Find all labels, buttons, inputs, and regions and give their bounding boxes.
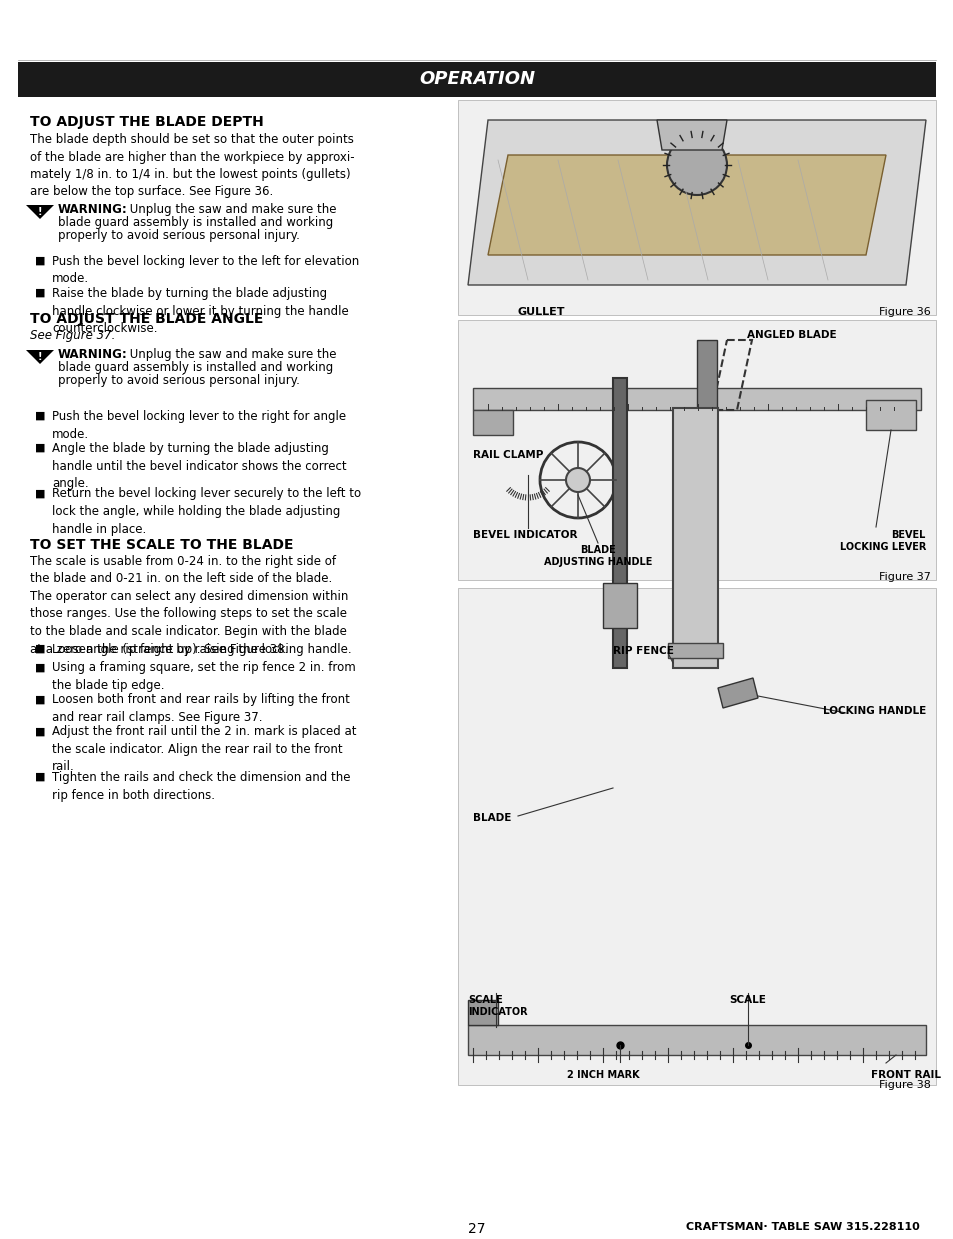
Text: The scale is usable from 0-24 in. to the right side of
the blade and 0-21 in. on: The scale is usable from 0-24 in. to the…	[30, 555, 348, 655]
Text: blade guard assembly is installed and working: blade guard assembly is installed and wo…	[58, 216, 333, 229]
Text: ■: ■	[35, 444, 46, 453]
Polygon shape	[657, 120, 726, 150]
Text: Figure 37: Figure 37	[879, 572, 930, 582]
Text: Loosen the rip fence by raising the locking handle.: Loosen the rip fence by raising the lock…	[52, 643, 352, 655]
Text: Unplug the saw and make sure the: Unplug the saw and make sure the	[126, 203, 336, 216]
Text: BEVEL
LOCKING LEVER: BEVEL LOCKING LEVER	[839, 530, 925, 553]
Text: FRONT RAIL: FRONT RAIL	[870, 1070, 940, 1080]
Text: See Figure 37.: See Figure 37.	[30, 330, 115, 342]
Bar	[672, 408, 718, 668]
Bar	[667, 643, 722, 658]
Text: ■: ■	[35, 488, 46, 498]
Text: BEVEL INDICATOR: BEVEL INDICATOR	[473, 530, 577, 540]
Bar	[473, 388, 920, 410]
Text: Push the bevel locking lever to the right for angle
mode.: Push the bevel locking lever to the righ…	[52, 410, 346, 441]
Text: Angle the blade by turning the blade adjusting
handle until the bevel indicator : Angle the blade by turning the blade adj…	[52, 442, 346, 489]
Bar	[457, 320, 935, 580]
Text: BLADE: BLADE	[473, 813, 511, 823]
Bar	[457, 589, 935, 1085]
Text: GULLET: GULLET	[517, 307, 565, 317]
Text: ■: ■	[35, 644, 46, 654]
Text: Using a framing square, set the rip fence 2 in. from
the blade tip edge.: Using a framing square, set the rip fenc…	[52, 662, 355, 693]
Text: Figure 36: Figure 36	[879, 307, 930, 317]
Text: TO ADJUST THE BLADE DEPTH: TO ADJUST THE BLADE DEPTH	[30, 115, 263, 129]
Bar	[602, 584, 637, 628]
Text: BLADE
ADJUSTING HANDLE: BLADE ADJUSTING HANDLE	[543, 545, 652, 567]
Text: ■: ■	[35, 772, 46, 782]
Text: TO ADJUST THE BLADE ANGLE: TO ADJUST THE BLADE ANGLE	[30, 312, 263, 326]
Text: Push the bevel locking lever to the left for elevation
mode.: Push the bevel locking lever to the left…	[52, 255, 359, 285]
Text: SCALE: SCALE	[729, 995, 765, 1005]
Polygon shape	[26, 349, 54, 364]
Text: properly to avoid serious personal injury.: properly to avoid serious personal injur…	[58, 374, 299, 387]
Text: Figure 38: Figure 38	[879, 1080, 930, 1090]
Text: Adjust the front rail until the 2 in. mark is placed at
the scale indicator. Ali: Adjust the front rail until the 2 in. ma…	[52, 726, 356, 773]
Bar	[688, 125, 704, 185]
Text: Loosen both front and rear rails by lifting the front
and rear rail clamps. See : Loosen both front and rear rails by lift…	[52, 694, 350, 724]
Text: ■: ■	[35, 695, 46, 705]
Text: Return the bevel locking lever securely to the left to
lock the angle, while hol: Return the bevel locking lever securely …	[52, 487, 361, 535]
Text: WARNING:: WARNING:	[58, 203, 128, 216]
Circle shape	[666, 135, 726, 195]
Bar	[613, 378, 626, 668]
Bar	[468, 1025, 925, 1054]
Bar	[18, 62, 935, 97]
Circle shape	[565, 468, 589, 492]
Polygon shape	[697, 339, 717, 410]
Text: blade guard assembly is installed and working: blade guard assembly is installed and wo…	[58, 361, 333, 374]
Polygon shape	[26, 204, 54, 219]
Bar	[473, 410, 513, 435]
Text: Unplug the saw and make sure the: Unplug the saw and make sure the	[126, 348, 336, 361]
Bar	[865, 400, 915, 430]
Text: The blade depth should be set so that the outer points
of the blade are higher t: The blade depth should be set so that th…	[30, 133, 355, 198]
Text: ■: ■	[35, 411, 46, 421]
Text: RAIL CLAMP: RAIL CLAMP	[473, 450, 543, 460]
Text: SCALE
INDICATOR: SCALE INDICATOR	[468, 995, 527, 1017]
Text: Raise the blade by turning the blade adjusting
handle clockwise or lower it by t: Raise the blade by turning the blade adj…	[52, 287, 349, 335]
Text: WARNING:: WARNING:	[58, 348, 128, 361]
Text: LOCKING HANDLE: LOCKING HANDLE	[821, 706, 925, 716]
Text: !: !	[38, 352, 42, 362]
Text: properly to avoid serious personal injury.: properly to avoid serious personal injur…	[58, 229, 299, 242]
Text: ■: ■	[35, 663, 46, 673]
Text: 27: 27	[468, 1222, 485, 1237]
Text: ANGLED BLADE: ANGLED BLADE	[746, 330, 836, 339]
Polygon shape	[488, 155, 885, 255]
Text: !: !	[38, 207, 42, 217]
Polygon shape	[718, 678, 758, 707]
Text: ■: ■	[35, 726, 46, 736]
Text: TO SET THE SCALE TO THE BLADE: TO SET THE SCALE TO THE BLADE	[30, 538, 294, 553]
Text: ■: ■	[35, 256, 46, 266]
Text: OPERATION: OPERATION	[418, 69, 535, 88]
Bar	[457, 100, 935, 315]
Text: CRAFTSMAN· TABLE SAW 315.228110: CRAFTSMAN· TABLE SAW 315.228110	[685, 1222, 919, 1232]
Text: ■: ■	[35, 287, 46, 299]
Bar	[468, 1000, 497, 1025]
Text: 2 INCH MARK: 2 INCH MARK	[566, 1070, 639, 1080]
Text: RIP FENCE: RIP FENCE	[612, 646, 673, 655]
Text: Tighten the rails and check the dimension and the
rip fence in both directions.: Tighten the rails and check the dimensio…	[52, 771, 350, 802]
Polygon shape	[468, 120, 925, 285]
